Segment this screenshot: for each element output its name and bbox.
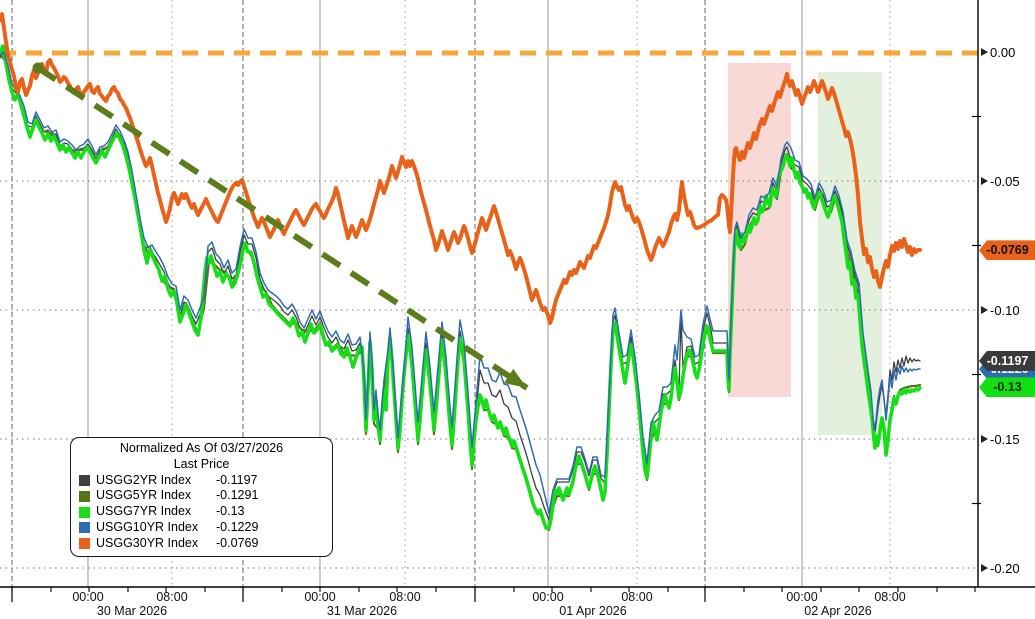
legend-series-name: USGG7YR Index xyxy=(96,504,192,519)
chart-legend[interactable]: Normalized As Of 03/27/2026 Last Price U… xyxy=(70,437,333,557)
x-axis-date-label: 30 Mar 2026 xyxy=(96,604,168,618)
legend-series-name: USGG30YR Index xyxy=(96,535,199,550)
trend-arrow-annotation xyxy=(32,62,529,391)
trend-arrow-start-dot xyxy=(32,62,44,74)
tick-arrow-icon xyxy=(981,48,988,56)
shaded-bands xyxy=(728,63,882,435)
legend-series-name: USGG2YR Index xyxy=(96,472,192,487)
last-price-tag: -0.0769 xyxy=(979,240,1035,261)
legend-swatch-icon xyxy=(79,474,90,486)
x-axis-time-label: 00:00 xyxy=(786,590,818,604)
last-price-tag: -0.13 xyxy=(979,377,1035,398)
legend-series-name: USGG5YR Index xyxy=(96,488,192,503)
y-axis-label-text: -0.20 xyxy=(990,560,1020,576)
series-line-usgg10yr xyxy=(0,51,921,514)
legend-series-value: -0.13 xyxy=(216,504,245,519)
legend-series-value: -0.1197 xyxy=(216,472,258,487)
x-axis-time-label: 00:00 xyxy=(304,590,336,604)
legend-item[interactable]: USGG7YR Index -0.13 xyxy=(71,504,332,520)
x-axis-time-label: 08:00 xyxy=(389,590,421,604)
y-axis-label-text: -0.10 xyxy=(990,302,1020,318)
tick-arrow-icon xyxy=(981,177,988,185)
y-axis-label-text: -0.15 xyxy=(990,431,1020,447)
legend-item[interactable]: USGG5YR Index -0.1291 xyxy=(71,488,332,504)
y-axis-label: -0.10 xyxy=(981,302,1020,318)
legend-subtitle: Last Price xyxy=(173,456,230,471)
y-axis-label: -0.15 xyxy=(981,431,1020,447)
legend-item[interactable]: USGG10YR Index -0.1229 xyxy=(71,520,332,536)
tick-arrow-icon xyxy=(981,435,988,443)
x-axis-time-label: 08:00 xyxy=(621,590,653,604)
legend-series-value: -0.1291 xyxy=(216,488,259,503)
y-axis-label-text: -0.05 xyxy=(990,173,1020,189)
legend-swatch-icon xyxy=(79,538,90,550)
x-axis-time-label: 00:00 xyxy=(532,590,564,604)
y-axis-label-text: 0.00 xyxy=(990,44,1016,60)
legend-title: Normalized As Of 03/27/2026 xyxy=(119,441,284,455)
legend-swatch-icon xyxy=(79,490,90,502)
tick-arrow-icon xyxy=(981,564,988,572)
x-axis-date-label: 02 Apr 2026 xyxy=(804,604,872,618)
axes xyxy=(0,0,1035,602)
trend-arrow-head xyxy=(503,368,527,388)
x-axis-time-label: 08:00 xyxy=(156,590,188,604)
legend-item[interactable]: USGG2YR Index -0.1197 xyxy=(71,473,332,489)
x-axis-time-label: 08:00 xyxy=(874,590,906,604)
legend-rows: USGG2YR Index -0.1197 USGG5YR Index -0.1291… xyxy=(71,473,332,552)
y-axis-label: -0.05 xyxy=(981,173,1020,189)
legend-series-value: -0.1229 xyxy=(216,519,259,534)
legend-series-value: -0.0769 xyxy=(216,535,259,550)
series-line-usgg30yr xyxy=(0,12,922,325)
x-axis-date-label: 31 Mar 2026 xyxy=(326,604,398,618)
last-price-tag: -0.1197 xyxy=(979,350,1035,371)
x-axis-time-label: 00:00 xyxy=(72,590,104,604)
legend-swatch-icon xyxy=(79,506,90,518)
legend-series-name: USGG10YR Index xyxy=(96,519,199,534)
legend-swatch-icon xyxy=(79,522,90,534)
x-axis-date-label: 01 Apr 2026 xyxy=(559,604,627,618)
trend-arrow-line xyxy=(36,65,529,391)
y-axis-label: 0.00 xyxy=(981,44,1015,60)
gridlines xyxy=(0,0,978,587)
legend-item[interactable]: USGG30YR Index -0.0769 xyxy=(71,536,332,552)
y-axis-label: -0.20 xyxy=(981,560,1020,576)
tick-arrow-icon xyxy=(981,306,988,314)
series-line-usgg7yr xyxy=(0,44,922,530)
